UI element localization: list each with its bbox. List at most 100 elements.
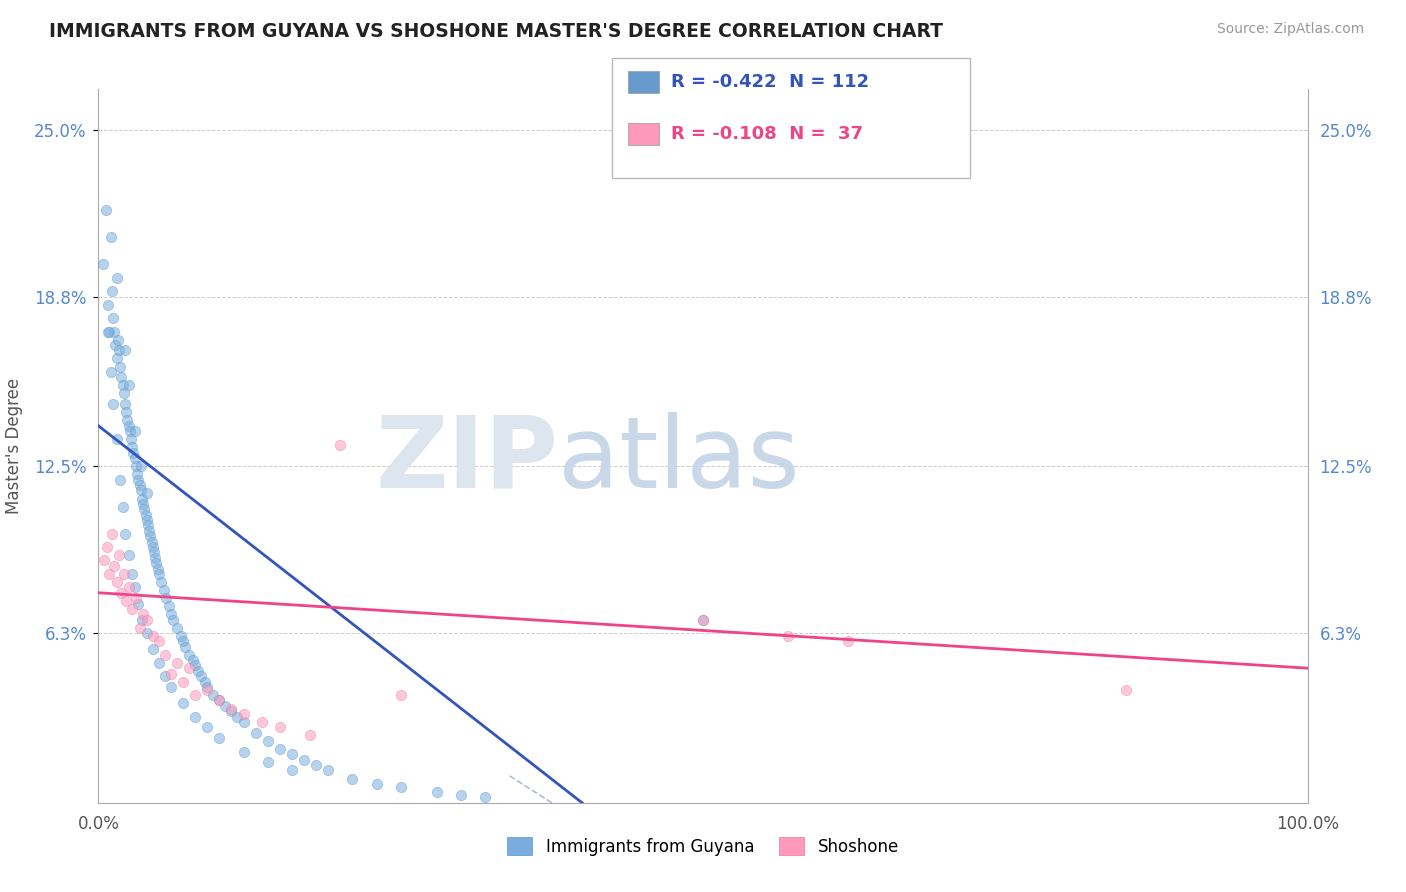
Point (329, 437, 352, 451)
Point (118, 418, 141, 433)
Point (195, 680, 218, 694)
Point (93, 553, 115, 567)
Point (118, 378, 141, 392)
Point (153, 669, 176, 683)
Text: R = -0.422  N = 112: R = -0.422 N = 112 (671, 73, 869, 91)
Point (97, 325, 120, 339)
Point (184, 709, 207, 723)
Point (160, 680, 183, 694)
Text: IMMIGRANTS FROM GUYANA VS SHOSHONE MASTER'S DEGREE CORRELATION CHART: IMMIGRANTS FROM GUYANA VS SHOSHONE MASTE… (49, 22, 943, 41)
Text: R = -0.108  N =  37: R = -0.108 N = 37 (671, 125, 863, 143)
Point (103, 325, 125, 339)
Point (112, 386, 135, 401)
Point (221, 704, 243, 718)
Point (94, 203, 117, 218)
Point (146, 561, 169, 575)
Point (105, 574, 128, 589)
Point (155, 591, 177, 606)
Point (135, 513, 157, 527)
Point (1115, 682, 1137, 697)
Point (100, 284, 122, 298)
Point (118, 548, 141, 562)
Point (281, 764, 304, 778)
Point (124, 580, 146, 594)
Point (105, 432, 128, 446)
Point (142, 540, 165, 554)
Point (366, 777, 388, 791)
Point (450, 788, 472, 802)
Point (111, 500, 134, 514)
Point (692, 613, 714, 627)
Point (269, 720, 291, 734)
Point (174, 640, 197, 654)
Point (208, 693, 231, 707)
Point (142, 629, 165, 643)
Point (127, 597, 149, 611)
Point (115, 594, 138, 608)
Point (121, 566, 143, 581)
Point (117, 413, 139, 427)
Point (118, 580, 141, 594)
Point (245, 726, 267, 740)
Point (105, 351, 128, 366)
Point (269, 742, 291, 756)
Point (208, 731, 231, 746)
Point (125, 591, 148, 606)
Point (100, 365, 122, 379)
Point (226, 709, 249, 723)
Point (776, 629, 799, 643)
Point (114, 526, 136, 541)
Point (389, 780, 412, 794)
Point (125, 459, 148, 474)
Text: atlas: atlas (558, 412, 800, 508)
Point (256, 734, 278, 748)
Point (100, 230, 122, 244)
Point (91, 257, 114, 271)
Point (179, 648, 201, 662)
Point (389, 688, 412, 702)
Point (148, 634, 170, 648)
Point (172, 634, 194, 648)
Point (190, 669, 212, 683)
Point (114, 397, 136, 411)
Point (195, 720, 218, 734)
Point (134, 502, 156, 516)
Point (128, 478, 150, 492)
Point (166, 656, 188, 670)
Point (181, 653, 204, 667)
Point (127, 473, 149, 487)
Point (148, 566, 170, 581)
Point (108, 548, 131, 562)
Legend: Immigrants from Guyana, Shoshone: Immigrants from Guyana, Shoshone (501, 830, 905, 863)
Point (112, 566, 135, 581)
Point (202, 688, 225, 702)
Point (145, 556, 167, 570)
Point (121, 441, 143, 455)
Point (166, 621, 188, 635)
Point (342, 772, 364, 786)
Point (105, 270, 128, 285)
Y-axis label: Master's Degree: Master's Degree (4, 378, 22, 514)
Point (837, 634, 859, 648)
Point (120, 432, 142, 446)
Point (108, 359, 131, 374)
Point (122, 446, 145, 460)
Point (692, 613, 714, 627)
Text: ZIP: ZIP (375, 412, 558, 508)
Point (162, 613, 184, 627)
Point (316, 764, 339, 778)
Point (114, 343, 136, 358)
Point (135, 486, 157, 500)
Point (214, 698, 236, 713)
Point (97, 298, 120, 312)
Point (98, 325, 121, 339)
Point (148, 656, 170, 670)
Point (138, 524, 160, 538)
Point (111, 378, 134, 392)
Point (104, 338, 127, 352)
Point (160, 607, 183, 622)
Point (474, 790, 496, 805)
Point (194, 674, 217, 689)
Point (232, 745, 254, 759)
Point (172, 696, 194, 710)
